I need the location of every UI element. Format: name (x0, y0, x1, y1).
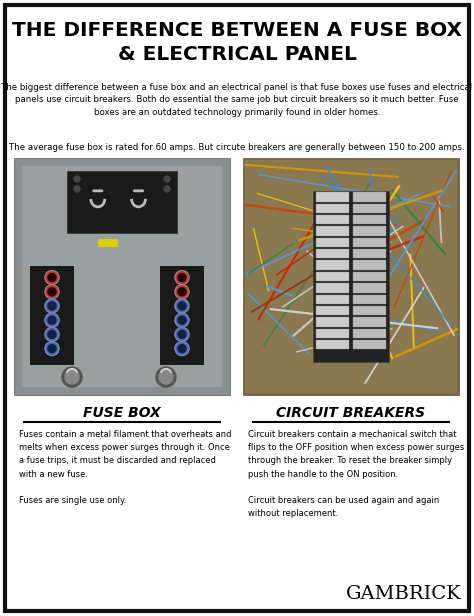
Circle shape (48, 330, 56, 338)
Circle shape (175, 285, 189, 299)
Text: CIRCUIT BREAKERS: CIRCUIT BREAKERS (276, 406, 426, 420)
Text: The biggest difference between a fuse box and an electrical panel is that fuse b: The biggest difference between a fuse bo… (1, 83, 473, 117)
Circle shape (164, 176, 170, 182)
Bar (316, 329, 349, 338)
Bar (245, 160, 457, 393)
Circle shape (45, 270, 59, 285)
Circle shape (159, 370, 173, 384)
Bar (353, 249, 386, 259)
Circle shape (45, 327, 59, 341)
Text: Circuit breakers contain a mechanical switch that
flips to the OFF position when: Circuit breakers contain a mechanical sw… (248, 430, 464, 518)
Circle shape (175, 270, 189, 285)
Circle shape (178, 316, 186, 324)
Text: GAMBRICK: GAMBRICK (346, 585, 462, 603)
Circle shape (175, 342, 189, 355)
Circle shape (45, 285, 59, 299)
Circle shape (178, 344, 186, 352)
Circle shape (48, 316, 56, 324)
Bar (353, 294, 386, 304)
Bar (14, 158, 230, 395)
Circle shape (175, 299, 189, 313)
Bar (353, 272, 386, 281)
Bar (316, 203, 349, 213)
Bar (353, 340, 386, 349)
Bar (316, 317, 349, 326)
Bar (316, 283, 349, 293)
Circle shape (175, 313, 189, 327)
Circle shape (178, 330, 186, 338)
Bar (30, 265, 74, 365)
Bar (98, 239, 118, 247)
Text: Fuses contain a metal filament that overheats and
melts when excess power surges: Fuses contain a metal filament that over… (19, 430, 231, 505)
Circle shape (45, 299, 59, 313)
Bar (316, 272, 349, 281)
Bar (353, 329, 386, 338)
Circle shape (74, 186, 80, 192)
Bar (316, 249, 349, 259)
Bar (316, 340, 349, 349)
Circle shape (45, 313, 59, 327)
Bar (22, 166, 222, 387)
Circle shape (178, 274, 186, 282)
Text: & ELECTRICAL PANEL: & ELECTRICAL PANEL (118, 46, 356, 65)
Circle shape (178, 288, 186, 296)
Bar (67, 171, 177, 233)
Text: The average fuse box is rated for 60 amps. But circute breakers are generally be: The average fuse box is rated for 60 amp… (9, 142, 465, 152)
Bar (353, 203, 386, 213)
Bar (243, 158, 459, 395)
Text: THE DIFFERENCE BETWEEN A FUSE BOX: THE DIFFERENCE BETWEEN A FUSE BOX (12, 20, 462, 39)
Bar (353, 283, 386, 293)
Circle shape (62, 367, 82, 387)
Bar (353, 192, 386, 201)
Bar (316, 226, 349, 236)
Bar (316, 192, 349, 201)
Bar (353, 317, 386, 326)
Bar (353, 238, 386, 247)
Circle shape (48, 274, 56, 282)
Bar (316, 215, 349, 224)
Bar (353, 261, 386, 270)
Bar (353, 226, 386, 236)
Circle shape (48, 288, 56, 296)
Bar (353, 215, 386, 224)
Bar (353, 306, 386, 315)
Circle shape (65, 370, 79, 384)
Circle shape (178, 302, 186, 310)
Text: FUSE BOX: FUSE BOX (83, 406, 161, 420)
Circle shape (175, 327, 189, 341)
Circle shape (48, 302, 56, 310)
Bar (316, 261, 349, 270)
Bar (316, 238, 349, 247)
Circle shape (156, 367, 176, 387)
Circle shape (164, 186, 170, 192)
Bar (316, 294, 349, 304)
Bar (160, 265, 204, 365)
Circle shape (74, 176, 80, 182)
Circle shape (48, 344, 56, 352)
Bar (313, 191, 389, 362)
Bar (316, 306, 349, 315)
Circle shape (45, 342, 59, 355)
